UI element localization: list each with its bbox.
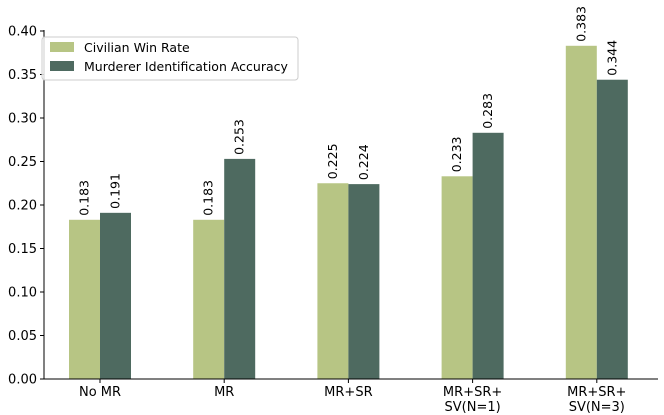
- bar-series-0-3: [441, 176, 473, 379]
- y-tick-label: 0.40: [8, 25, 37, 40]
- legend-label-0: Civilian Win Rate: [84, 40, 190, 55]
- bar-series-1-2: [348, 184, 380, 379]
- bar-series-1-3: [472, 132, 504, 379]
- data-label-series-1-3: 0.283: [480, 93, 495, 129]
- legend-label-1: Murderer Identification Accuracy: [84, 59, 289, 74]
- data-label-series-1-1: 0.253: [232, 119, 247, 155]
- x-tick-label: No MR: [79, 385, 121, 400]
- x-tick-label: SV(N=1): [445, 400, 501, 415]
- x-tick-label: MR+SR: [324, 385, 372, 400]
- bar-series-1-1: [224, 158, 256, 379]
- plot-area: 0.183 0.183 0.225 0.233 0.383 0.191 0.253 0.224…: [69, 6, 628, 379]
- y-tick-label: 0.05: [8, 329, 37, 344]
- legend-frame: [41, 36, 299, 81]
- data-label-series-0-0: 0.183: [77, 180, 92, 216]
- y-tick-label: 0.35: [8, 68, 37, 83]
- x-tick-label: MR+SR+: [443, 385, 502, 400]
- bar-series-0-1: [193, 219, 225, 379]
- x-axis: No MR MR MR+SR MR+SR+SV(N=1)MR+SR+SV(N=3): [44, 378, 658, 415]
- y-tick-label: 0.00: [8, 373, 37, 388]
- data-label-series-0-1: 0.183: [201, 180, 216, 216]
- bar-series-0-2: [317, 183, 349, 379]
- data-label-series-1-4: 0.344: [604, 40, 619, 76]
- y-tick-label: 0.15: [8, 242, 37, 257]
- data-label-series-0-4: 0.383: [573, 6, 588, 42]
- bar-series-1-0: [100, 212, 131, 379]
- bar-series-0-0: [69, 219, 100, 379]
- y-axis: 0.00 0.05 0.10 0.15 0.20 0.25 0.30 0.35 0.40: [8, 25, 45, 388]
- legend-swatch-1: [50, 61, 74, 71]
- y-tick-label: 0.25: [8, 155, 37, 170]
- legend-swatch-0: [50, 42, 74, 52]
- legend: Civilian Win Rate Murderer Identification…: [41, 36, 299, 81]
- y-tick-label: 0.20: [8, 199, 37, 214]
- bar-series-0-4: [565, 45, 597, 379]
- x-tick-label: MR: [214, 385, 234, 400]
- x-tick-label: SV(N=3): [569, 400, 625, 415]
- data-label-series-1-0: 0.191: [108, 173, 123, 209]
- data-label-series-0-3: 0.233: [449, 136, 464, 172]
- data-label-series-1-2: 0.224: [356, 144, 371, 180]
- y-tick-label: 0.10: [8, 286, 37, 301]
- bar-series-1-4: [596, 79, 628, 379]
- data-label-series-0-2: 0.225: [325, 143, 340, 179]
- x-tick-label: MR+SR+: [567, 385, 626, 400]
- y-tick-label: 0.30: [8, 112, 37, 127]
